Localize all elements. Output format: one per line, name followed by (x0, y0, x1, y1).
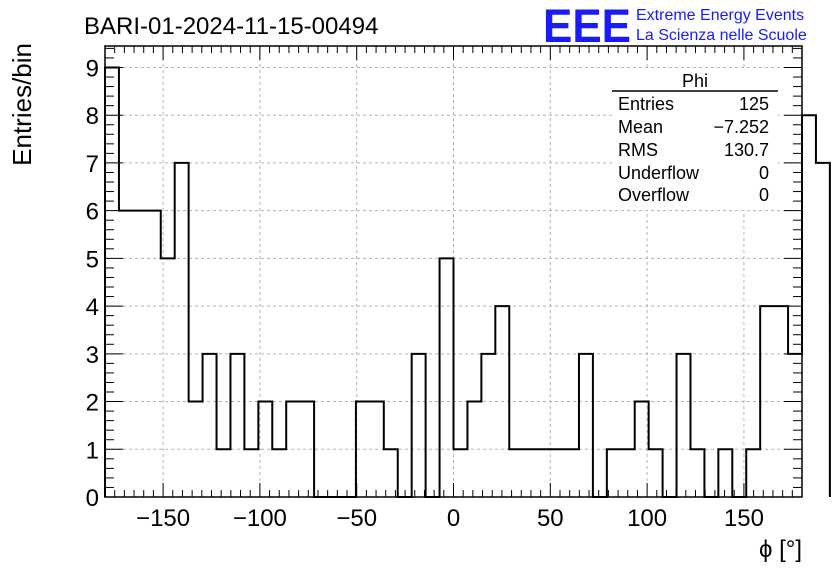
histogram-bin (189, 402, 203, 497)
histogram-bin (175, 163, 189, 497)
x-axis-label: ϕ [°] (759, 536, 802, 563)
y-tick-label: 1 (86, 437, 99, 464)
histogram-bin (788, 354, 802, 497)
histogram-bin (105, 67, 119, 497)
histogram-bin (509, 449, 523, 497)
histogram-bin (300, 402, 314, 497)
histogram-bin (467, 402, 481, 497)
histogram-bin (370, 402, 384, 497)
stats-value-rms: 130.7 (724, 140, 769, 160)
histogram-bin (677, 354, 691, 497)
stats-label-underflow: Underflow (618, 163, 700, 183)
x-tick-label: −150 (136, 505, 190, 532)
histogram-bin (384, 449, 398, 497)
histogram-bin (579, 354, 593, 497)
eee-logo-icon: EEE (543, 0, 631, 52)
histogram-bin (746, 449, 760, 497)
histogram-bin (635, 402, 649, 497)
x-tick-label: −50 (336, 505, 377, 532)
stats-value-overflow: 0 (759, 185, 769, 205)
histogram-bin (217, 449, 231, 497)
logo-line-1: Extreme Energy Events (636, 7, 804, 24)
histogram-bin (495, 306, 509, 497)
histogram-bin (607, 449, 621, 497)
histogram-bin (203, 354, 217, 497)
histogram-bin (537, 449, 551, 497)
histogram-bin (356, 402, 370, 497)
histogram-bin (258, 402, 272, 497)
y-tick-label: 9 (86, 55, 99, 82)
y-tick-label: 5 (86, 246, 99, 273)
y-tick-label: 4 (86, 294, 99, 321)
y-tick-label: 8 (86, 103, 99, 130)
histogram-bin (161, 258, 175, 497)
y-tick-label: 3 (86, 342, 99, 369)
histogram-bin (230, 354, 244, 497)
stats-label-rms: RMS (618, 140, 658, 160)
y-tick-label: 0 (86, 485, 99, 512)
histogram-bin (272, 449, 286, 497)
histogram-bin (816, 163, 830, 497)
x-tick-label: 50 (537, 505, 564, 532)
x-tick-label: 0 (447, 505, 460, 532)
histogram-bin (565, 449, 579, 497)
y-axis-label: Entries/bin (7, 43, 37, 166)
x-tick-label: −100 (233, 505, 287, 532)
histogram-bars (104, 66, 831, 498)
histogram-bin (440, 258, 454, 497)
histogram-bin (481, 354, 495, 497)
histogram-bin (718, 449, 732, 497)
histogram-bin (147, 211, 161, 497)
logo-line-2: La Scienza nelle Scuole (636, 27, 807, 44)
histogram-bin (760, 306, 774, 497)
histogram-outline (104, 66, 831, 498)
histogram-bin (412, 354, 426, 497)
axis-ticks: −150 −100 −50 0 50 100 150 0 1 2 3 4 5 6 7 8 9 (86, 46, 802, 532)
histogram-bin (621, 449, 635, 497)
stats-label-overflow: Overflow (618, 185, 690, 205)
histogram-bin (802, 115, 816, 497)
histogram-bin (286, 402, 300, 497)
stats-value-underflow: 0 (759, 163, 769, 183)
stats-box: Phi Entries 125 Mean −7.252 RMS 130.7 Un… (612, 70, 778, 210)
histogram-bin (133, 211, 147, 497)
histogram-bin (551, 449, 565, 497)
y-tick-label: 6 (86, 199, 99, 226)
run-title: BARI-01-2024-11-15-00494 (84, 13, 378, 40)
x-tick-label: 150 (724, 505, 764, 532)
histogram-bin (649, 449, 663, 497)
y-tick-label: 2 (86, 390, 99, 417)
stats-value-mean: −7.252 (713, 117, 769, 137)
histogram-bin (244, 449, 258, 497)
stats-value-entries: 125 (739, 94, 769, 114)
histogram-bin (523, 449, 537, 497)
stats-label-entries: Entries (618, 94, 674, 114)
histogram-bin (690, 449, 704, 497)
stats-label-mean: Mean (618, 117, 663, 137)
histogram-bin (454, 449, 468, 497)
x-tick-label: 100 (627, 505, 667, 532)
stats-title: Phi (682, 71, 708, 91)
y-tick-label: 7 (86, 151, 99, 178)
